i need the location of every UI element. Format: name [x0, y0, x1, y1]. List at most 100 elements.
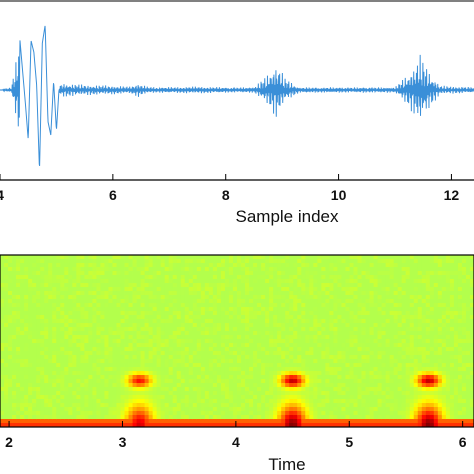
spectrogram-cell [293, 343, 298, 348]
spectrogram-cell [84, 299, 89, 304]
spectrogram-cell [329, 335, 334, 340]
spectrogram-cell [80, 339, 85, 344]
spectrogram-cell [124, 263, 129, 268]
spectrogram-cell [269, 379, 274, 384]
spectrogram-cell [48, 267, 53, 272]
spectrogram-cell [441, 399, 447, 404]
spectrogram-cell [196, 387, 202, 392]
spectrogram-cell [160, 315, 166, 320]
spectrogram-cell [220, 387, 226, 392]
spectrogram-cell [337, 347, 342, 352]
spectrogram-cell [381, 291, 387, 296]
spectrogram-cell [301, 411, 306, 416]
spectrogram-cell [220, 415, 226, 420]
spectrogram-cell [341, 311, 346, 316]
spectrogram-cell [309, 287, 314, 292]
spectrogram-cell [289, 327, 294, 332]
spectrogram-cell [160, 323, 166, 328]
spectrogram-cell [140, 331, 146, 336]
spectrogram-cell [325, 343, 330, 348]
spectrogram-cell [353, 375, 358, 380]
spectrogram-cell [12, 291, 17, 296]
spectrogram-cell [293, 399, 298, 404]
spectrogram-cell [321, 395, 326, 400]
spectrogram-cell [453, 267, 459, 272]
spectrogram-cell [164, 375, 170, 380]
spectrogram-cell [337, 399, 342, 404]
spectrogram-cell [228, 287, 234, 292]
spectrogram-cell [385, 319, 391, 324]
spectrogram-cell [449, 395, 455, 400]
spectrogram-cell [36, 415, 41, 420]
spectrogram-cell [429, 375, 435, 380]
spectrogram-cell [128, 391, 133, 396]
spectrogram-cell [309, 399, 314, 404]
spectrogram-cell [196, 351, 202, 356]
spectrogram-cell [88, 419, 93, 424]
spectrogram-cell [377, 307, 383, 312]
spectrogram-cell [301, 407, 306, 412]
spectrogram-cell [405, 347, 411, 352]
spectrogram-cell [417, 307, 423, 312]
spectrogram-cell [148, 379, 154, 384]
spectrogram-cell [249, 391, 254, 396]
spectrogram-cell [12, 403, 17, 408]
spectrogram-cell [365, 423, 370, 428]
spectrogram-cell [36, 343, 41, 348]
spectrogram-cell [385, 339, 391, 344]
spectrogram-cell [148, 351, 154, 356]
spectrogram-cell [24, 415, 29, 420]
waveform-x-ticks: 4681012 [0, 174, 459, 203]
spectrogram-cell [180, 403, 186, 408]
spectrogram-cell [421, 403, 427, 408]
spectrogram-cell [253, 387, 258, 392]
spectrogram-cell [453, 411, 459, 416]
spectrogram-cell [0, 275, 5, 280]
spectrogram-cell [212, 331, 218, 336]
spectrogram-cell [433, 295, 439, 300]
spectrogram-cell [349, 407, 354, 412]
spectrogram-cell [429, 259, 435, 264]
spectrogram-cell [321, 399, 326, 404]
spectrogram-cell [293, 395, 298, 400]
spectrogram-cell [228, 263, 234, 268]
spectrogram-cell [232, 259, 238, 264]
spectrogram-cell [228, 283, 234, 288]
spectrogram-cell [36, 331, 41, 336]
spectrogram-cell [425, 423, 431, 428]
spectrogram-cell [220, 359, 226, 364]
spectrogram-cell [365, 347, 370, 352]
spectrogram-cell [445, 339, 451, 344]
spectrogram-cell [28, 267, 33, 272]
spectrogram-cell [116, 307, 121, 312]
spectrogram-cell [100, 375, 105, 380]
spectrogram-cell [112, 263, 117, 268]
spectrogram-cell [120, 259, 125, 264]
spectrogram-cell [96, 303, 101, 308]
spectrogram-cell [188, 375, 194, 380]
spectrogram-cell [337, 355, 342, 360]
spectrogram-cell [120, 327, 125, 332]
spectrogram-cell [32, 327, 37, 332]
spectrogram-cell [92, 403, 97, 408]
spectrogram-cell [241, 339, 246, 344]
spectrogram-cell [0, 291, 5, 296]
spectrogram-cell [28, 387, 33, 392]
spectrogram-cell [381, 375, 387, 380]
spectrogram-cell [124, 327, 129, 332]
spectrogram-cell [417, 331, 423, 336]
spectrogram-cell [409, 279, 415, 284]
spectrogram-cell [437, 315, 443, 320]
spectrogram-cell [76, 267, 81, 272]
spectrogram-cell [377, 423, 383, 428]
spectrogram-cell [208, 283, 214, 288]
spectrogram-cell [152, 415, 158, 420]
spectrogram-cell [413, 415, 419, 420]
spectrogram-cell [297, 415, 302, 420]
spectrogram-cell [265, 383, 270, 388]
spectrogram-cell [285, 311, 290, 316]
spectrogram-cell [168, 403, 174, 408]
spectrogram-cell [417, 335, 423, 340]
spectrogram-cell [200, 263, 206, 268]
spectrogram-cell [204, 395, 210, 400]
